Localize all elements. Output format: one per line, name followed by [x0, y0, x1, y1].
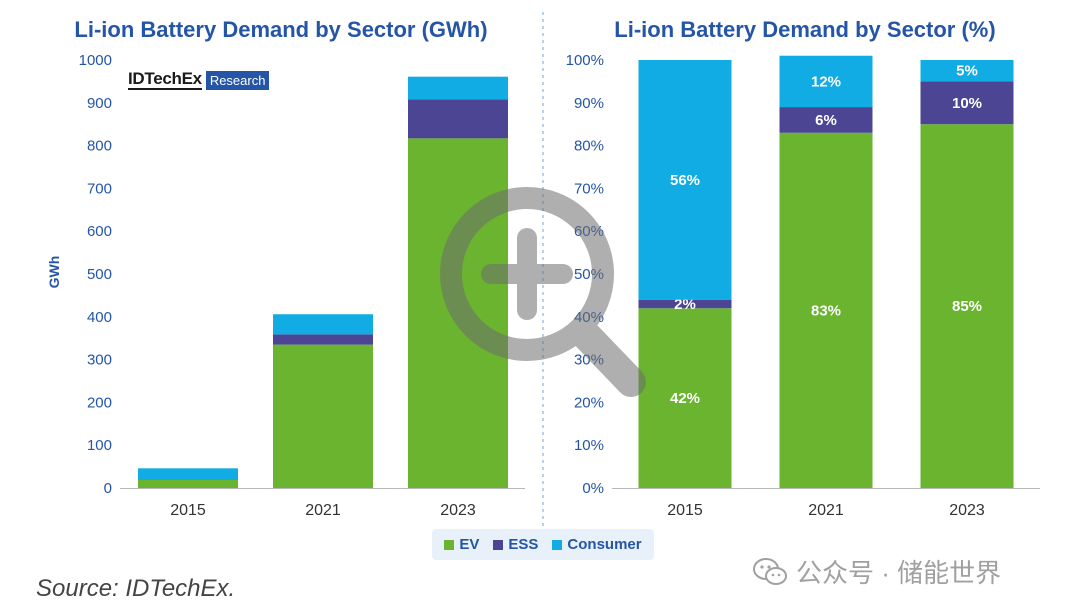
legend-label-consumer: Consumer: [567, 536, 642, 553]
left-y-tick-label: 300: [87, 352, 112, 369]
right-y-tick-label: 80%: [574, 138, 604, 155]
legend-label-ess: ESS: [508, 536, 539, 553]
legend-label-ev: EV: [459, 536, 480, 553]
right-y-tick-label: 0%: [582, 480, 604, 497]
right-data-label-consumer-2015: 56%: [670, 172, 700, 189]
right-bar-ess-2015: [638, 299, 732, 309]
left-y-tick-label: 600: [87, 223, 112, 240]
idtechex-logo: IDTechEx Research: [128, 69, 270, 90]
source-note: Source: IDTechEx.: [36, 575, 236, 602]
right-bar-ev-2023: [920, 124, 1014, 488]
legend-item-consumer: Consumer: [552, 536, 642, 553]
legend-swatch-ess: [493, 539, 504, 550]
left-y-tick-label: 1000: [79, 52, 112, 69]
right-chart-title: Li-ion Battery Demand by Sector (%): [614, 17, 995, 42]
left-y-tick-label: 100: [87, 437, 112, 454]
right-bar-consumer-2023: [920, 60, 1014, 82]
left-x-tick-label: 2021: [305, 502, 341, 519]
right-bar-consumer-2021: [779, 55, 873, 108]
wechat-icon: [753, 557, 787, 585]
left-y-tick-label: 200: [87, 394, 112, 411]
left-bar-consumer-2015: [138, 468, 238, 480]
left-bar-consumer-2023: [408, 76, 508, 100]
left-x-tick-label: 2023: [440, 502, 476, 519]
right-data-label-ev-2021: 83%: [811, 302, 841, 319]
right-y-tick-label: 90%: [574, 95, 604, 112]
left-chart-title: Li-ion Battery Demand by Sector (GWh): [74, 17, 487, 42]
logo-tag-text: Research: [205, 70, 270, 90]
right-bar-ess-2023: [920, 81, 1014, 125]
right-data-label-ess-2015: 2%: [674, 296, 696, 313]
legend-item-ess: ESS: [493, 536, 538, 553]
right-bar-consumer-2015: [638, 60, 732, 300]
left-bar-ess-2021: [273, 334, 373, 345]
right-x-tick-label: 2015: [667, 502, 703, 519]
left-bar-consumer-2021: [273, 314, 373, 335]
chart-legend: EV ESS Consumer: [432, 529, 654, 560]
left-y-tick-label: 800: [87, 138, 112, 155]
left-bar-ev-2021: [273, 344, 373, 488]
left-y-tick-label: 700: [87, 180, 112, 197]
left-y-axis-label: GWh: [46, 256, 62, 289]
right-data-label-ess-2021: 6%: [815, 112, 837, 129]
right-bar-ess-2021: [779, 107, 873, 133]
left-bar-ev-2015: [138, 479, 238, 488]
right-x-tick-label: 2023: [949, 502, 985, 519]
right-data-label-ess-2023: 10%: [952, 95, 982, 112]
left-y-tick-label: 400: [87, 309, 112, 326]
right-bar-ev-2015: [638, 308, 732, 488]
right-data-label-ev-2015: 42%: [670, 390, 700, 407]
left-y-tick-label: 500: [87, 266, 112, 283]
left-x-tick-label: 2015: [170, 502, 206, 519]
right-y-tick-label: 20%: [574, 394, 604, 411]
legend-swatch-consumer: [552, 539, 563, 550]
right-chart: 0%10%20%30%40%50%60%70%80%90%100%42%2%56…: [566, 52, 1040, 519]
watermark-text: 公众号 · 储能世界: [796, 558, 1002, 588]
right-x-tick-label: 2021: [808, 502, 844, 519]
right-y-tick-label: 70%: [574, 180, 604, 197]
legend-swatch-ev: [444, 539, 455, 550]
logo-main-text: IDTechEx: [128, 69, 202, 90]
left-bar-ess-2023: [408, 99, 508, 139]
right-data-label-consumer-2021: 12%: [811, 73, 841, 90]
right-y-tick-label: 100%: [566, 52, 604, 69]
left-y-tick-label: 0: [104, 480, 112, 497]
wechat-watermark: 公众号 · 储能世界: [752, 553, 1001, 590]
right-data-label-consumer-2023: 5%: [956, 63, 978, 80]
left-y-tick-label: 900: [87, 95, 112, 112]
right-y-tick-label: 10%: [574, 437, 604, 454]
right-data-label-ev-2023: 85%: [952, 298, 982, 315]
zoom-magnifier-icon[interactable]: [440, 187, 646, 397]
legend-item-ev: EV: [444, 536, 479, 553]
right-bar-ev-2021: [779, 132, 873, 488]
